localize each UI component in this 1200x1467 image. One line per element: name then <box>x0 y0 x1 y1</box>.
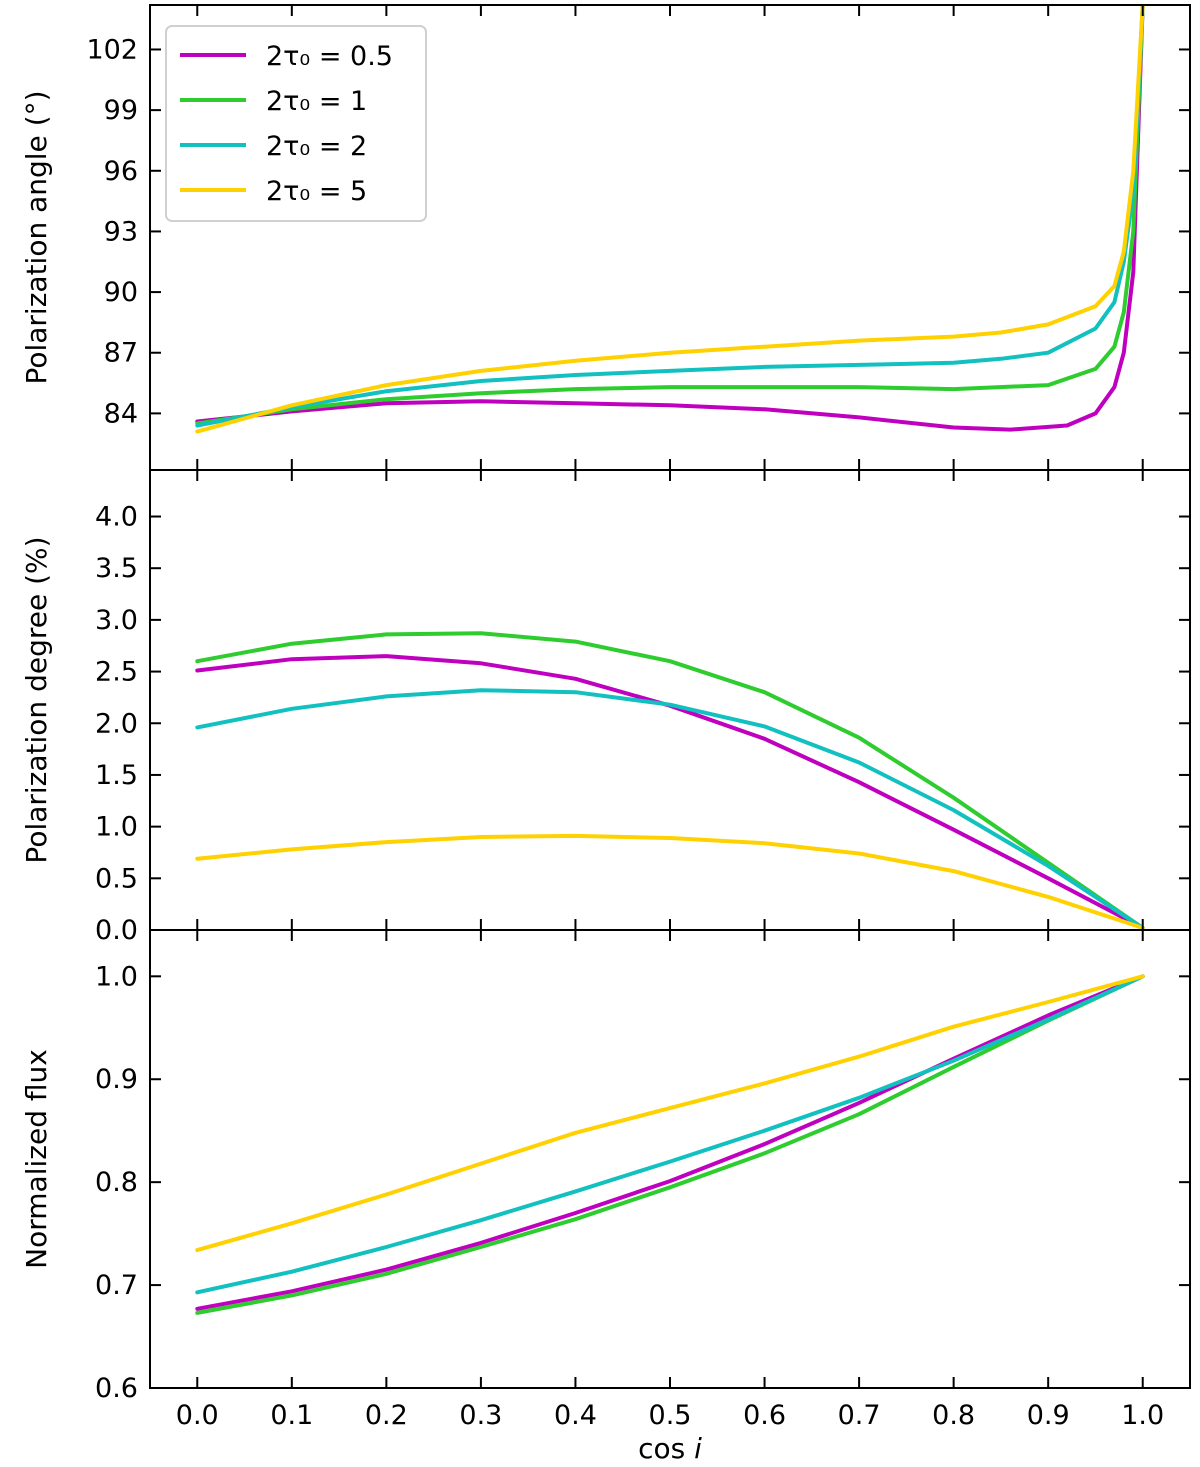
legend-item-3: 2τ₀ = 2 <box>180 131 367 162</box>
legend-label: 2τ₀ = 0.5 <box>266 41 393 72</box>
series-group <box>195 974 1145 1315</box>
x-tick-label: 0.1 <box>270 1400 313 1431</box>
series-line-3 <box>195 688 1145 930</box>
y-tick-label: 2.5 <box>95 657 138 688</box>
legend-label: 2τ₀ = 5 <box>266 176 367 207</box>
x-axis-label: cos i <box>638 1432 702 1465</box>
series-line-2 <box>195 974 1145 1315</box>
legend: 2τ₀ = 0.5 2τ₀ = 1 2τ₀ = 2 2τ₀ = 5 <box>165 25 427 222</box>
x-tick-label: 0.4 <box>554 1400 597 1431</box>
y-axis-label: Polarization angle (°) <box>20 90 53 384</box>
y-tick-label: 102 <box>86 34 138 65</box>
legend-label: 2τ₀ = 1 <box>266 86 367 117</box>
series-line-3 <box>195 5 1145 428</box>
series-line-2 <box>195 5 1145 426</box>
series-line-1 <box>195 654 1145 930</box>
x-tick-label: 1.0 <box>1121 1400 1164 1431</box>
legend-item-2: 2τ₀ = 1 <box>180 86 367 117</box>
series-line-1 <box>195 5 1145 432</box>
series-line-2 <box>195 631 1145 930</box>
series-line-4 <box>195 974 1145 1253</box>
y-tick-label: 96 <box>104 156 138 187</box>
y-tick-label: 4.0 <box>95 502 138 533</box>
y-tick-label: 3.0 <box>95 605 138 636</box>
y-tick-label: 0.7 <box>95 1270 138 1301</box>
y-tick-label: 93 <box>104 216 138 247</box>
y-tick-label: 99 <box>104 95 138 126</box>
y-tick-label: 0.6 <box>95 1373 138 1404</box>
y-tick-label: 90 <box>104 277 138 308</box>
x-tick-label: 0.8 <box>932 1400 975 1431</box>
panels-layer: 84 87 90 93 96 99 102 Polarization angle (°) 0.0… <box>20 4 1191 1404</box>
panel-frame <box>149 929 1191 1389</box>
x-axis-label-variable: i <box>694 1432 702 1465</box>
legend-item-1: 2τ₀ = 0.5 <box>180 41 393 72</box>
series-group <box>195 631 1145 930</box>
series-line-3 <box>195 974 1145 1295</box>
series-line-1 <box>195 974 1145 1311</box>
x-tick-label: 0.7 <box>838 1400 881 1431</box>
x-tick-label: 0.5 <box>649 1400 692 1431</box>
x-tick-label: 0.9 <box>1027 1400 1070 1431</box>
y-tick-label: 1.0 <box>95 812 138 843</box>
y-tick-label: 0.5 <box>95 863 138 894</box>
y-tick-label: 2.0 <box>95 708 138 739</box>
x-axis-label-text: cos <box>638 1432 694 1465</box>
panel-frame <box>149 469 1191 931</box>
y-tick-label: 0.9 <box>95 1064 138 1095</box>
x-tick-label: 0.6 <box>743 1400 786 1431</box>
y-tick-label: 1.0 <box>95 961 138 992</box>
series-group <box>195 5 1145 434</box>
y-tick-label: 0.8 <box>95 1167 138 1198</box>
x-axis: 0.0 0.1 0.2 0.3 0.4 0.5 0.6 0.7 0.8 0.9 1.0 cos i <box>176 1400 1164 1465</box>
series-line-4 <box>195 833 1145 930</box>
legend-label: 2τ₀ = 2 <box>266 131 367 162</box>
y-tick-label: 0.0 <box>95 915 138 946</box>
y-tick-label: 87 <box>104 338 138 369</box>
x-tick-label: 0.3 <box>459 1400 502 1431</box>
panel-1: 84 87 90 93 96 99 102 Polarization angle (°) <box>20 4 1191 471</box>
y-axis-label: Polarization degree (%) <box>20 536 53 863</box>
y-tick-label: 1.5 <box>95 760 138 791</box>
y-tick-label: 84 <box>104 398 138 429</box>
legend-box <box>165 25 427 222</box>
x-tick-label: 0.0 <box>176 1400 219 1431</box>
y-axis-label: Normalized flux <box>20 1049 53 1269</box>
x-tick-label: 0.2 <box>365 1400 408 1431</box>
y-tick-label: 3.5 <box>95 553 138 584</box>
panel-2: 0.0 0.5 1.0 1.5 2.0 2.5 3.0 3.5 4.0 Polarization … <box>20 469 1191 946</box>
series-line-4 <box>195 5 1145 434</box>
panel-3: 0.6 0.7 0.8 0.9 1.0 Normalized flux <box>20 929 1191 1404</box>
legend-item-4: 2τ₀ = 5 <box>180 176 367 207</box>
